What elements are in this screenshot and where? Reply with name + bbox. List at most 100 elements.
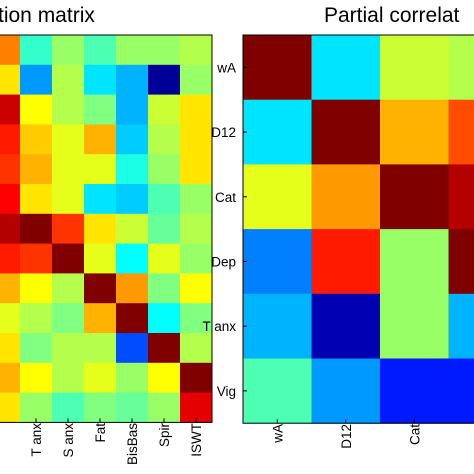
right-heatmap-cell: [243, 229, 312, 295]
left-heatmap-cell: [116, 35, 149, 66]
left-heatmap-cell: [180, 362, 213, 394]
left-heatmap-cell: [148, 243, 181, 274]
left-heatmap-cell: [20, 213, 53, 245]
right-heatmap-cell: [380, 293, 449, 359]
left-heatmap-cell: [20, 64, 53, 96]
right-heatmap-cell: [448, 229, 474, 295]
left-x-tick-label: S anx: [61, 423, 76, 458]
left-heatmap-cell: [20, 303, 53, 334]
left-heatmap-cell: [52, 35, 85, 66]
right-heatmap: wA D12 Cat wA D12 Cat Dep T anx Vig: [202, 34, 474, 449]
right-heatmap-cell: [311, 35, 381, 101]
left-heatmap-cell: [20, 333, 53, 364]
left-heatmap-cell: [148, 124, 181, 155]
left-heatmap-cell: [52, 184, 85, 215]
left-heatmap-cell: [20, 392, 53, 423]
left-heatmap-cell: [0, 333, 21, 364]
left-heatmap-cell: [116, 213, 149, 245]
left-heatmap-cell: [0, 273, 21, 304]
left-heatmap-cell: [0, 303, 21, 334]
left-heatmap-cell: [116, 303, 149, 334]
left-heatmap-cell: [52, 362, 85, 394]
right-heatmap-cell: [311, 293, 381, 359]
left-heatmap-cell: [180, 184, 213, 215]
right-heatmap-cell: [380, 229, 449, 295]
right-y-tick-label: Cat: [215, 190, 236, 205]
left-x-tick-label: BisBas: [125, 423, 140, 465]
left-heatmap-cell: [84, 35, 117, 66]
left-heatmap-cell: [84, 64, 117, 96]
left-heatmap-cell: [116, 184, 149, 215]
left-heatmap-cell: [180, 273, 213, 304]
left-heatmap-cell: [84, 362, 117, 394]
left-heatmap-cell: [148, 392, 181, 423]
left-heatmap-cell: [180, 213, 213, 245]
right-y-tick-label: Dep: [211, 254, 236, 269]
left-heatmap-cell: [0, 362, 21, 394]
right-heatmap-cell: [311, 358, 381, 424]
left-heatmap-cell: [20, 273, 53, 304]
right-heatmap-cell: [448, 293, 474, 359]
left-heatmap-cell: [20, 154, 53, 185]
left-heatmap-cell: [116, 94, 149, 125]
left-heatmap-cell: [0, 35, 21, 66]
left-heatmap-cell: [180, 35, 213, 66]
right-heatmap-cell: [380, 35, 449, 101]
left-heatmap-cell: [180, 243, 213, 274]
right-heatmap-cell: [311, 229, 381, 295]
left-heatmap-cell: [52, 333, 85, 364]
right-y-tick-label: T anx: [202, 319, 236, 334]
left-heatmap-cell: [148, 94, 181, 125]
left-heatmap-cell: [20, 184, 53, 215]
right-heatmap-cell: [448, 99, 474, 165]
right-heatmap-cell: [243, 99, 312, 165]
left-heatmap-cell: [84, 333, 117, 364]
left-heatmap-cell: [116, 243, 149, 274]
left-heatmap-cell: [0, 213, 21, 245]
left-heatmap-cell: [84, 392, 117, 423]
left-heatmap-cell: [0, 124, 21, 155]
left-heatmap-cell: [0, 94, 21, 125]
right-heatmap-cell: [380, 358, 449, 424]
right-x-tick-label: Cat: [407, 424, 422, 445]
right-heatmap-cell: [243, 164, 312, 230]
left-heatmap-cell: [180, 64, 213, 96]
left-heatmap-cell: [116, 64, 149, 96]
right-x-tick-label: D12: [339, 424, 354, 449]
left-heatmap-cell: [116, 392, 149, 423]
left-heatmap-cell: [0, 154, 21, 185]
left-heatmap-cell: [0, 243, 21, 274]
left-x-tick-label: T anx: [29, 423, 44, 457]
right-y-tick-label: D12: [211, 125, 236, 140]
left-heatmap-cell: [20, 362, 53, 394]
left-heatmap-cell: [52, 303, 85, 334]
right-heatmap-cell: [448, 164, 474, 230]
right-y-tick-label: wA: [216, 60, 236, 75]
left-heatmap-cell: [116, 154, 149, 185]
left-heatmap-cell: [148, 184, 181, 215]
left-heatmap-cell: [148, 362, 181, 394]
left-heatmap-cell: [84, 273, 117, 304]
left-heatmap-cell: [52, 392, 85, 423]
left-heatmap-cell: [84, 303, 117, 334]
left-heatmap-cell: [52, 124, 85, 155]
left-heatmap-cell: [180, 124, 213, 155]
left-heatmap-cell: [52, 154, 85, 185]
right-heatmap-cell: [243, 293, 312, 359]
left-heatmap-cell: [148, 35, 181, 66]
right-heatmap-cell: [380, 164, 449, 230]
left-heatmap-cell: [0, 392, 21, 423]
left-heatmap-cell: [52, 213, 85, 245]
right-heatmap-cell: [311, 99, 381, 165]
left-heatmap-cell: [0, 184, 21, 215]
right-chart-title: Partial correlat: [324, 4, 460, 27]
left-heatmap-cell: [180, 392, 213, 423]
left-heatmap-cell: [180, 303, 213, 334]
left-heatmap-cell: [116, 124, 149, 155]
left-heatmap-cell: [20, 35, 53, 66]
left-heatmap-cell: [84, 243, 117, 274]
right-heatmap-cell: [448, 35, 474, 101]
right-heatmap-cell: [243, 35, 312, 101]
left-heatmap-cell: [180, 154, 213, 185]
